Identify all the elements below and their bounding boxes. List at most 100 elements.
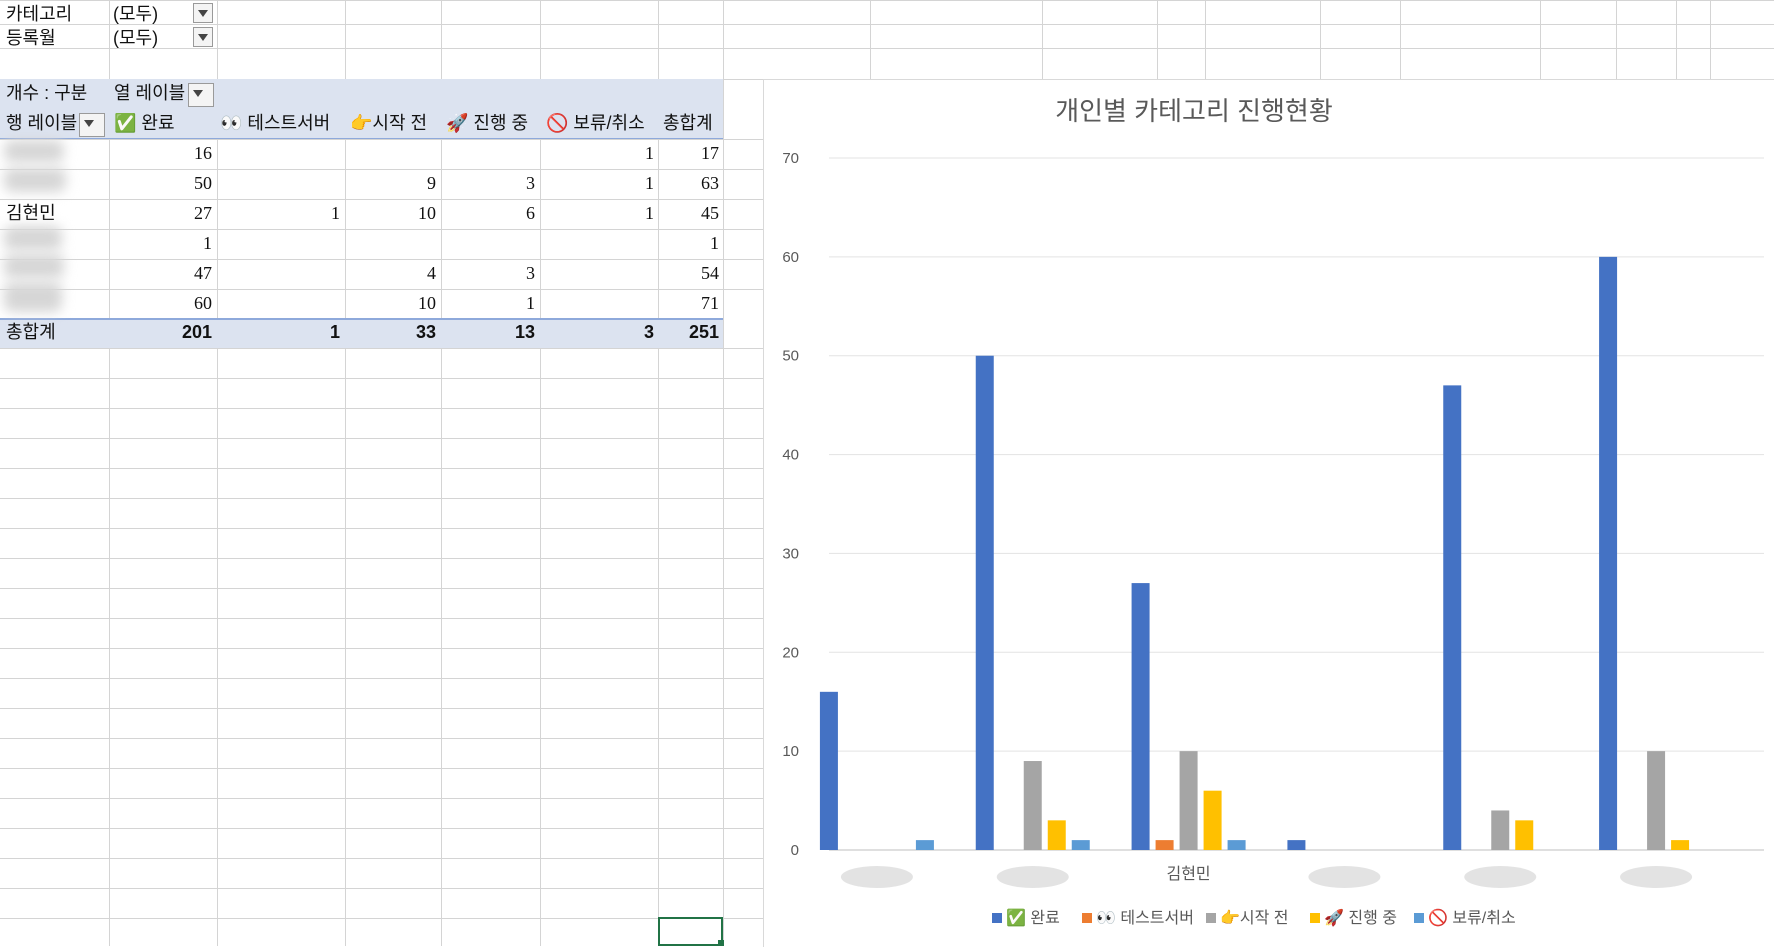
col-header-grand-total: 총합계 (663, 113, 713, 133)
value-cell: 3 (526, 173, 535, 193)
y-tick-label: 30 (782, 545, 799, 562)
legend-entry: 🚫 보류/취소 (1428, 908, 1516, 927)
value-cell: 1 (710, 233, 719, 253)
grid-row-line (0, 0, 1774, 1)
blurred-name (4, 282, 62, 312)
y-tick-label: 0 (791, 842, 799, 859)
grid-column-line (723, 0, 724, 946)
value-cell: 60 (194, 293, 212, 313)
value-cell: 10 (418, 203, 436, 223)
col-header-in-progress: 🚀 진행 중 (446, 113, 529, 133)
bar-5-3 (1227, 840, 1246, 850)
blurred-category-label (1620, 866, 1693, 888)
x-category-label: 김현민 (1166, 865, 1210, 883)
value-cell: 71 (701, 293, 719, 313)
blurred-name (4, 140, 64, 162)
value-cell: 47 (194, 263, 212, 283)
legend-swatch (992, 913, 1002, 923)
blurred-name (4, 254, 64, 278)
bar-4-2 (1047, 820, 1066, 850)
blurred-category-label (1464, 866, 1537, 888)
bar-4-3 (1203, 790, 1222, 850)
column-labels-dropdown-icon[interactable] (188, 83, 214, 107)
total-value-cell: 1 (329, 322, 340, 342)
legend-swatch (1082, 913, 1092, 923)
bar-5-1 (915, 840, 934, 850)
value-cell: 1 (526, 293, 535, 313)
total-value-cell: 201 (181, 322, 212, 342)
bar-3-3 (1179, 751, 1198, 850)
value-cell: 45 (701, 203, 719, 223)
y-tick-label: 60 (782, 249, 799, 266)
value-cell: 1 (331, 203, 340, 223)
bar-2-3 (1155, 840, 1174, 850)
value-cell: 17 (701, 143, 719, 163)
blurred-category-label (996, 866, 1069, 888)
filter-value-month: (모두) (113, 28, 159, 48)
legend-swatch (1310, 913, 1320, 923)
bar-5-2 (1071, 840, 1090, 850)
chart-canvas: 개인별 카테고리 진행현황 0 10 20 30 40 50 60 70 김현민 ✅ 완료 👀 테스트… (782, 96, 1764, 927)
fill-handle[interactable] (718, 940, 724, 946)
bar-3-6 (1647, 751, 1666, 850)
total-value-cell: 3 (643, 322, 654, 342)
value-cell: 9 (427, 173, 436, 193)
value-cell: 3 (526, 263, 535, 283)
bar-4-5 (1515, 820, 1534, 850)
legend-entry: ✅ 완료 (1006, 908, 1060, 927)
pivot-total-band (0, 318, 723, 348)
chart-title: 개인별 카테고리 진행현황 (1055, 96, 1333, 126)
value-cell: 63 (701, 173, 719, 193)
legend-entry: 👉시작 전 (1220, 909, 1289, 927)
legend-entry: 🚀 진행 중 (1324, 908, 1397, 927)
value-cell: 4 (427, 263, 436, 283)
blurred-category-label (1308, 866, 1381, 888)
grid-row-line (0, 48, 1774, 49)
grid-column-line (658, 0, 659, 946)
value-cell: 54 (701, 263, 719, 283)
bar-1-6 (1599, 256, 1618, 850)
legend-entry: 👀 테스트서버 (1096, 909, 1194, 927)
total-row-label: 총합계 (6, 322, 56, 342)
filter-label-month: 등록월 (6, 28, 56, 48)
bar-3-5 (1491, 810, 1510, 850)
y-tick-label: 70 (782, 150, 799, 167)
pivot-column-labels: 열 레이블 (114, 83, 186, 103)
bar-1-5 (1443, 385, 1462, 850)
selected-cell[interactable] (658, 917, 723, 946)
bar-1-1 (819, 691, 838, 850)
y-tick-label: 50 (782, 348, 799, 365)
value-cell: 50 (194, 173, 212, 193)
col-header-test-server: 👀 테스트서버 (220, 113, 331, 133)
value-cell: 27 (194, 203, 212, 223)
value-cell: 6 (526, 203, 535, 223)
pivot-header-divider (0, 138, 723, 139)
y-tick-label: 20 (782, 644, 799, 661)
value-cell: 1 (645, 203, 654, 223)
col-header-on-hold: 🚫 보류/취소 (546, 113, 645, 133)
col-header-not-started: 👉시작 전 (350, 113, 428, 133)
blurred-category-label (840, 866, 913, 888)
blurred-name (4, 226, 62, 250)
row-name: 김현민 (6, 203, 56, 223)
bar-4-6 (1671, 840, 1690, 850)
total-value-cell: 251 (688, 322, 719, 342)
value-cell: 10 (418, 293, 436, 313)
grid-column-line (345, 0, 346, 946)
y-tick-label: 40 (782, 447, 799, 464)
value-cell: 1 (645, 143, 654, 163)
filter-month-dropdown-icon[interactable] (193, 27, 213, 47)
filter-label-category: 카테고리 (6, 4, 73, 24)
value-cell: 1 (645, 173, 654, 193)
filter-value-category: (모두) (113, 4, 159, 24)
bar-1-4 (1287, 840, 1306, 850)
bar-3-2 (1023, 761, 1042, 850)
grid-column-line (540, 0, 541, 946)
filter-category-dropdown-icon[interactable] (193, 3, 213, 23)
bar-chart[interactable]: 개인별 카테고리 진행현황 0 10 20 30 40 50 60 70 김현민 ✅ 완료 👀 테스트… (763, 79, 1774, 947)
grid-column-line (217, 0, 218, 946)
total-value-cell: 33 (415, 322, 436, 342)
pivot-row-labels: 행 레이블 (6, 113, 78, 133)
col-header-done: ✅ 완료 (114, 113, 175, 133)
row-labels-dropdown-icon[interactable] (79, 113, 105, 137)
